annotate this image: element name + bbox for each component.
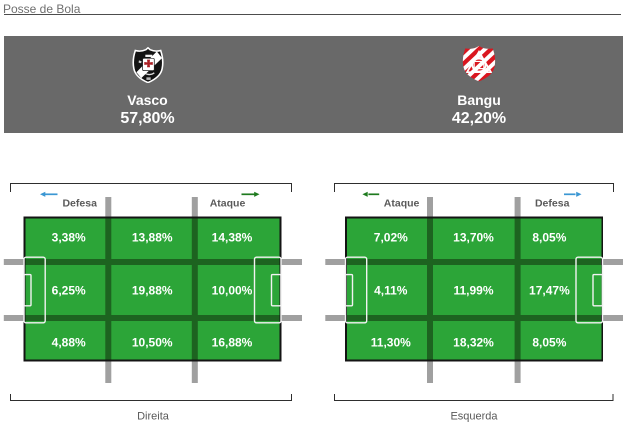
svg-text:4,88%: 4,88% — [52, 336, 86, 350]
svg-text:17,47%: 17,47% — [529, 284, 570, 298]
svg-text:4,11%: 4,11% — [374, 284, 408, 298]
svg-text:Defesa: Defesa — [535, 198, 570, 210]
svg-text:Defesa: Defesa — [62, 198, 97, 210]
svg-text:14,38%: 14,38% — [212, 230, 253, 244]
svg-text:3,38%: 3,38% — [52, 230, 86, 244]
svg-text:10,00%: 10,00% — [212, 284, 253, 298]
svg-text:6,25%: 6,25% — [52, 284, 86, 298]
svg-text:18,32%: 18,32% — [453, 336, 494, 350]
svg-text:13,70%: 13,70% — [453, 230, 494, 244]
svg-text:8,05%: 8,05% — [532, 336, 566, 350]
svg-text:19,88%: 19,88% — [132, 284, 173, 298]
svg-text:13,88%: 13,88% — [132, 230, 173, 244]
svg-text:Ataque: Ataque — [210, 198, 246, 210]
svg-text:Esquerda: Esquerda — [450, 411, 498, 423]
svg-text:16,88%: 16,88% — [212, 336, 253, 350]
svg-text:11,99%: 11,99% — [453, 284, 493, 298]
svg-text:7,02%: 7,02% — [374, 230, 408, 244]
svg-text:Ataque: Ataque — [384, 198, 420, 210]
svg-text:10,50%: 10,50% — [132, 336, 173, 350]
svg-text:Direita: Direita — [137, 411, 170, 423]
svg-text:11,30%: 11,30% — [371, 336, 411, 350]
svg-text:8,05%: 8,05% — [532, 230, 566, 244]
